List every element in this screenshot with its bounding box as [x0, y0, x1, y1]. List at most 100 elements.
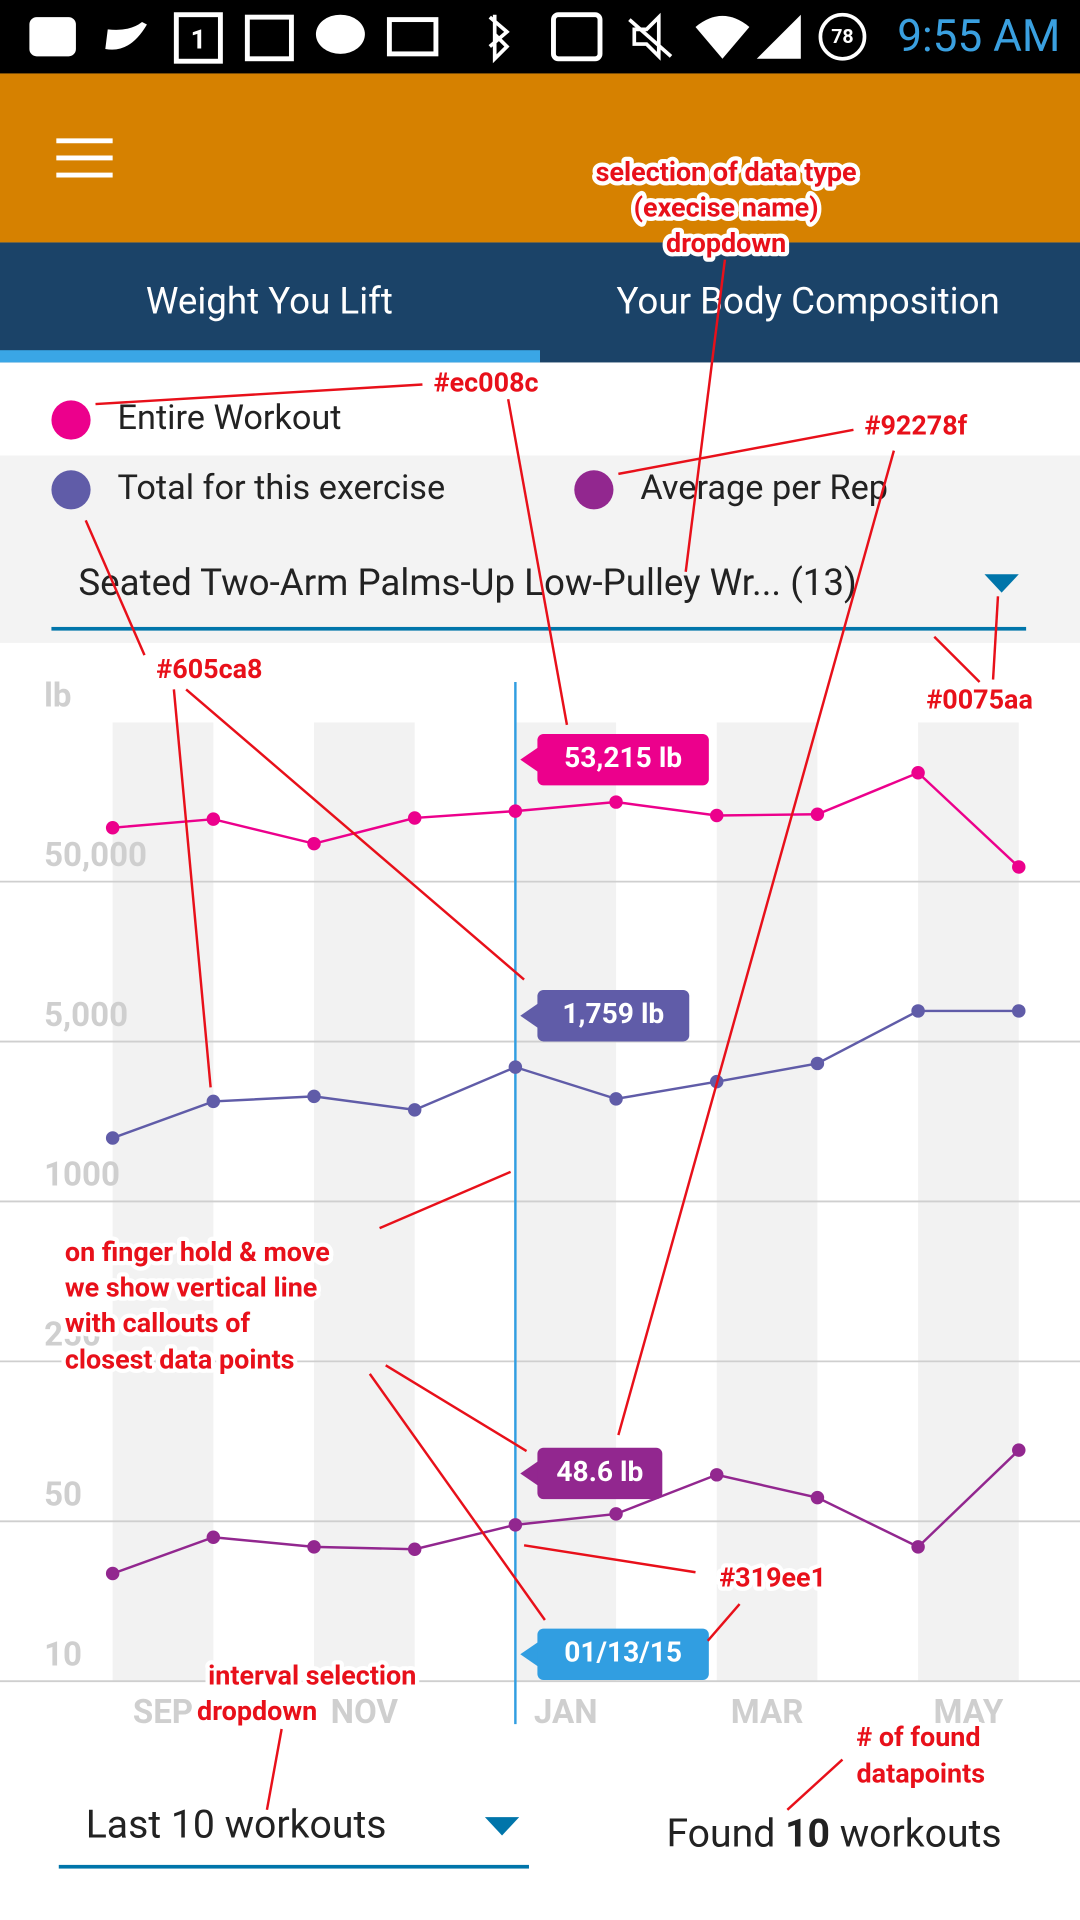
data-point — [508, 804, 523, 818]
icon — [818, 12, 867, 61]
tab-bar — [0, 242, 1080, 363]
annotation-line — [506, 398, 569, 726]
data-point — [105, 1566, 120, 1581]
data-point — [1012, 860, 1026, 874]
annotation-text: datapoints — [857, 1758, 986, 1790]
y-tick-label: 10 — [44, 1635, 82, 1674]
data-point — [609, 1507, 623, 1521]
data-point — [206, 1094, 221, 1109]
found-count: Found 10 workouts — [666, 1811, 1001, 1857]
annotation-text: dropdown — [666, 227, 786, 259]
tab[interactable]: Your Body Composition — [617, 279, 1000, 322]
legend-swatch — [51, 400, 91, 440]
data-point — [407, 1103, 422, 1117]
icon — [173, 12, 223, 64]
y-tick-label: 50,000 — [44, 836, 147, 875]
tab-indicator — [0, 350, 540, 363]
clock: 9:55 AM — [897, 10, 1060, 62]
annotation-line — [706, 1603, 741, 1642]
annotation-text: dropdown — [197, 1695, 317, 1727]
dropdown-arrow[interactable] — [984, 574, 1019, 593]
data-point — [911, 1540, 925, 1554]
y-tick-label: 50 — [44, 1476, 82, 1515]
data-point — [710, 808, 724, 823]
icon — [244, 14, 294, 62]
annotation-text: #319ee1 — [719, 1562, 826, 1594]
annotation-text: we show vertical line — [65, 1271, 317, 1303]
callout-pointer — [520, 1640, 540, 1668]
tab[interactable]: Weight You Lift — [146, 279, 393, 322]
found-suffix: workouts — [840, 1811, 1002, 1857]
annotation-text: (execise name) — [634, 191, 819, 223]
legend-swatch — [574, 470, 614, 510]
annotation-line — [933, 635, 981, 683]
annotation-line — [684, 259, 727, 572]
battery: 78 — [831, 25, 853, 48]
dropdown-underline — [58, 1864, 529, 1869]
dropdown-underline — [51, 626, 1027, 631]
callout — [537, 733, 709, 786]
menu-button[interactable] — [56, 138, 113, 178]
data-point — [710, 1468, 724, 1482]
callout — [537, 990, 690, 1042]
annotation-line — [368, 1373, 546, 1621]
callout — [537, 1628, 709, 1680]
app-bar — [0, 73, 1080, 243]
annotations: selection of data type (execise name) dr… — [61, 152, 1038, 1794]
found-number: 10 — [785, 1811, 830, 1857]
y-tick-label: 5,000 — [44, 996, 128, 1035]
legend-label: Average per Rep — [640, 468, 888, 508]
data-point — [206, 1530, 221, 1544]
x-tick-label: MAY — [934, 1693, 1004, 1732]
annotation-line — [84, 519, 146, 656]
x-tick-label: SEP — [133, 1693, 193, 1732]
data-point — [810, 1490, 825, 1505]
data-point — [1012, 1443, 1026, 1457]
series-line — [112, 771, 1020, 868]
calendar-day: 1 — [191, 24, 206, 56]
annotation-text: #92278f — [865, 409, 968, 441]
series-line — [112, 1449, 1020, 1575]
annotation-line — [172, 689, 212, 1088]
icon — [756, 14, 801, 59]
interval-dropdown[interactable]: Last 10 workouts — [86, 1801, 387, 1847]
data-point — [105, 1131, 120, 1145]
callout-text: 01/13/15 — [564, 1636, 682, 1669]
data-point — [307, 836, 321, 851]
annotation-line — [617, 450, 896, 1436]
icon — [105, 22, 147, 50]
icon — [315, 14, 365, 54]
exercise-dropdown[interactable]: Seated Two-Arm Palms-Up Low-Pulley Wr...… — [78, 561, 856, 604]
legend: Entire Workout Total for this exercise Ave… — [51, 398, 888, 510]
annotation-line — [786, 1758, 844, 1811]
callout-text: 48.6 lb — [556, 1455, 643, 1488]
dropdown-arrow[interactable] — [484, 1817, 520, 1836]
data-point — [609, 795, 623, 809]
data-point — [508, 1518, 523, 1532]
icon — [488, 14, 510, 64]
data-point — [307, 1089, 321, 1104]
callout — [537, 1447, 663, 1500]
annotation-line — [95, 383, 423, 406]
legend-label: Entire Workout — [118, 398, 342, 438]
y-tick-label: 250 — [44, 1316, 101, 1355]
icon — [695, 15, 750, 59]
annotation-line — [991, 596, 1000, 680]
data-point — [508, 1060, 523, 1074]
annotation-line — [523, 1544, 696, 1574]
y-unit: lb — [44, 677, 71, 716]
x-tick-label: MAR — [731, 1693, 804, 1732]
annotation-line — [385, 1364, 528, 1453]
icon — [29, 17, 76, 57]
annotation-text: on finger hold & move — [65, 1236, 330, 1268]
x-tick-label: JAN — [534, 1693, 598, 1732]
annotation-text: closest data points — [65, 1344, 295, 1376]
x-tick-label: NOV — [331, 1693, 399, 1732]
data-point — [810, 1056, 825, 1071]
annotation-text: interval selection — [208, 1660, 416, 1692]
annotation-text: with callouts of — [65, 1307, 251, 1339]
status-icons — [29, 12, 867, 64]
legend-swatch — [51, 470, 91, 510]
annotation-line — [618, 428, 854, 476]
